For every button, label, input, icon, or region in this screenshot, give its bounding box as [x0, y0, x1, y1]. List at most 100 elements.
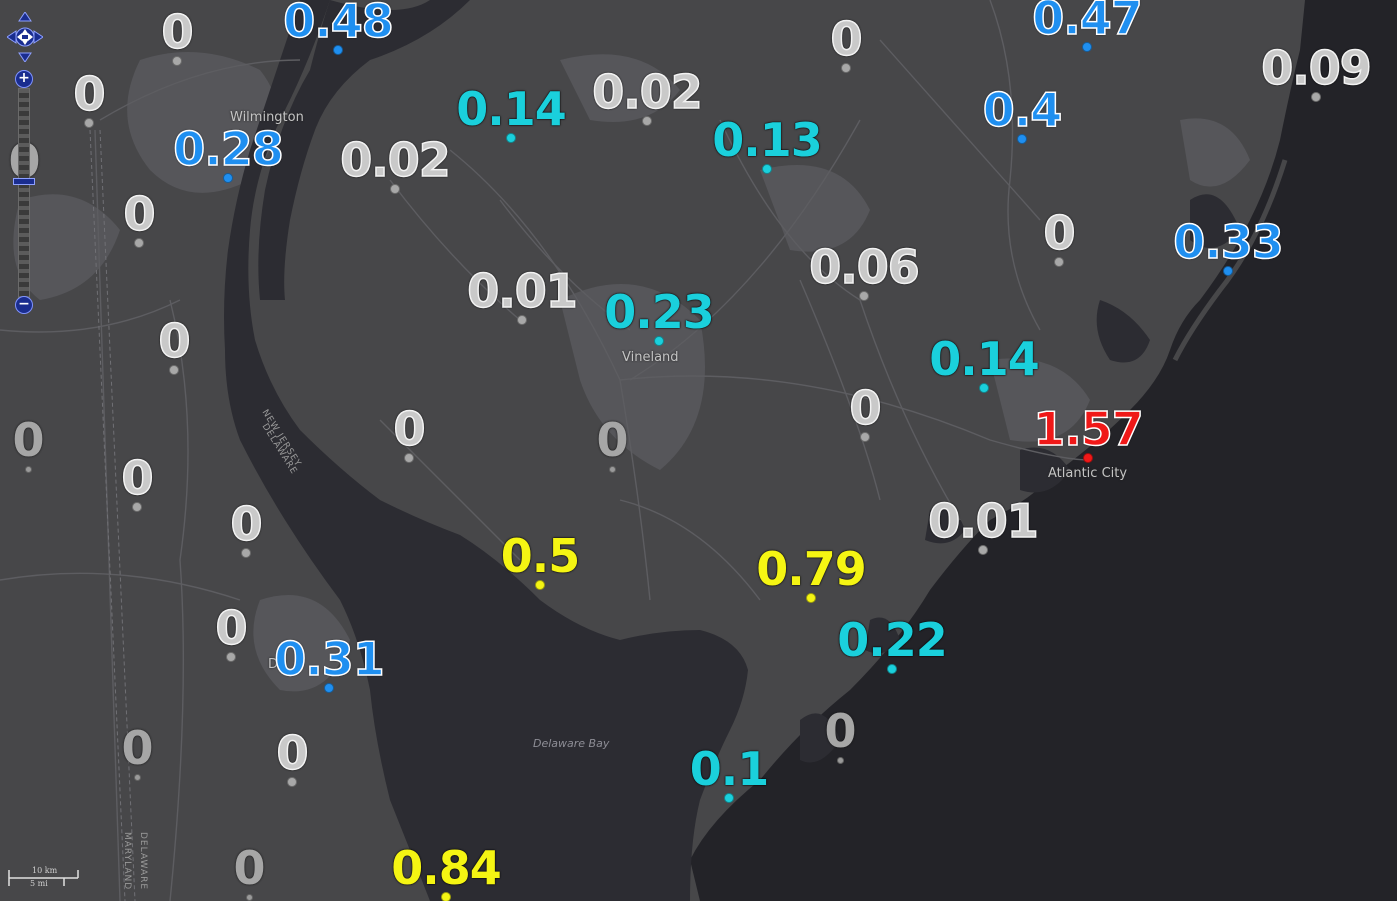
city-label-wilmington: Wilmington: [230, 110, 304, 125]
atlantic-ocean: [690, 0, 1397, 901]
precip-value-label: 0.09: [1261, 41, 1373, 95]
station-dot-icon[interactable]: [608, 465, 616, 473]
precip-value-label: 0.02: [592, 65, 704, 119]
state-borders: [89, 129, 136, 901]
precip-value-label: 0.33: [1173, 215, 1285, 269]
precip-value-label: 0: [1043, 206, 1077, 260]
delaware-bay: [224, 0, 748, 901]
precip-value-label: 0.1: [689, 742, 769, 796]
station-dot-icon[interactable]: [390, 184, 400, 194]
zoom-in-button[interactable]: +: [15, 70, 33, 88]
station-dot-icon[interactable]: [859, 291, 869, 301]
precip-value-label: 0.23: [604, 285, 714, 339]
station-dot-icon[interactable]: [654, 336, 664, 346]
precip-value-label: 0: [276, 726, 310, 780]
station-dot-icon[interactable]: [1054, 257, 1064, 267]
scale-km-label: 10 km: [32, 866, 58, 875]
precip-value-label: 0.14: [929, 332, 1039, 386]
scale-bar: 10 km 5 mi: [8, 866, 80, 890]
precip-value-label: 0.06: [809, 240, 921, 294]
urban-areas: [13, 52, 1250, 692]
zoom-out-button[interactable]: −: [15, 296, 33, 314]
station-dot-icon[interactable]: [24, 465, 32, 473]
precip-value-label: 0: [121, 721, 153, 775]
station-dot-icon[interactable]: [223, 173, 233, 183]
station-dot-icon[interactable]: [860, 432, 870, 442]
precip-value-label: 0.31: [274, 632, 386, 686]
station-dot-icon[interactable]: [806, 593, 816, 603]
precip-value-label: 0: [158, 314, 192, 368]
zoom-control[interactable]: + −: [13, 70, 35, 314]
station-dot-icon[interactable]: [724, 793, 734, 803]
station-dot-icon[interactable]: [134, 238, 144, 248]
pan-control[interactable]: [6, 11, 44, 63]
station-dot-icon[interactable]: [172, 56, 182, 66]
station-dot-icon[interactable]: [978, 545, 988, 555]
city-label-atlantic-city: Atlantic City: [1048, 466, 1128, 481]
station-dot-icon[interactable]: [1311, 92, 1321, 102]
station-dot-icon[interactable]: [133, 773, 141, 781]
station-dot-icon[interactable]: [1083, 453, 1093, 463]
station-dot-icon[interactable]: [887, 664, 897, 674]
station-dot-icon[interactable]: [404, 453, 414, 463]
precip-value-label: 0: [233, 841, 265, 895]
station-dot-icon[interactable]: [287, 777, 297, 787]
station-dot-icon[interactable]: [642, 116, 652, 126]
precip-value-label: 0.13: [712, 113, 822, 167]
zoom-track[interactable]: [18, 88, 30, 300]
precip-value-label: 0.02: [340, 133, 452, 187]
station-dot-icon[interactable]: [841, 63, 851, 73]
zoom-slider-handle[interactable]: [13, 178, 35, 185]
station-dot-icon[interactable]: [241, 548, 251, 558]
station-dot-icon[interactable]: [762, 164, 772, 174]
precip-value-label: 0.28: [173, 122, 285, 176]
precip-value-label: 0: [849, 381, 883, 435]
border-label-md: MARYLAND: [122, 832, 132, 891]
precip-value-label: 0: [230, 497, 264, 551]
pan-arrows-icon[interactable]: [6, 11, 44, 63]
back-bays: [800, 194, 1240, 763]
city-label-vineland: Vineland: [622, 350, 679, 365]
station-dot-icon[interactable]: [226, 652, 236, 662]
border-label-de-south: DELAWARE: [138, 832, 148, 891]
precip-value-label: 0.47: [1032, 0, 1144, 45]
station-dot-icon[interactable]: [1223, 266, 1233, 276]
precip-value-label: 0.5: [500, 529, 580, 583]
station-dot-icon[interactable]: [517, 315, 527, 325]
station-dot-icon[interactable]: [836, 756, 844, 764]
precip-value-label: 0.01: [467, 264, 579, 318]
station-dot-icon[interactable]: [441, 892, 451, 901]
station-dot-icon[interactable]: [979, 383, 989, 393]
precip-value-label: 0: [824, 704, 856, 758]
station-dot-icon[interactable]: [506, 133, 516, 143]
station-dot-icon[interactable]: [245, 893, 253, 901]
station-dot-icon[interactable]: [333, 45, 343, 55]
precip-value-label: 0.84: [391, 841, 501, 895]
precip-value-label: 0.48: [283, 0, 395, 48]
precip-value-label: 0: [215, 601, 249, 655]
precip-value-label: 0: [12, 413, 44, 467]
scale-mi-label: 5 mi: [30, 879, 48, 888]
station-dot-icon[interactable]: [84, 118, 94, 128]
precip-value-label: 0.01: [928, 494, 1040, 548]
scale-bar-icon: [8, 870, 79, 886]
station-dot-icon[interactable]: [324, 683, 334, 693]
precip-value-label: 0: [123, 187, 157, 241]
precip-value-label: 0: [161, 5, 195, 59]
station-dot-icon[interactable]: [132, 502, 142, 512]
precip-value-label: 0: [121, 451, 155, 505]
precip-value-label: 0.22: [837, 613, 947, 667]
precip-value-label: 0: [596, 413, 628, 467]
precip-value-label: 0.4: [982, 83, 1063, 137]
station-dot-icon[interactable]: [1082, 42, 1092, 52]
station-dot-icon[interactable]: [535, 580, 545, 590]
precip-value-label: 0.79: [756, 542, 866, 596]
station-dot-icon[interactable]: [1017, 134, 1027, 144]
precip-value-label: 0: [73, 67, 107, 121]
precip-value-label: 0: [830, 12, 864, 66]
town-label-partial: D: [268, 657, 279, 672]
station-dot-icon[interactable]: [169, 365, 179, 375]
precip-value-label: 0.14: [456, 82, 566, 136]
